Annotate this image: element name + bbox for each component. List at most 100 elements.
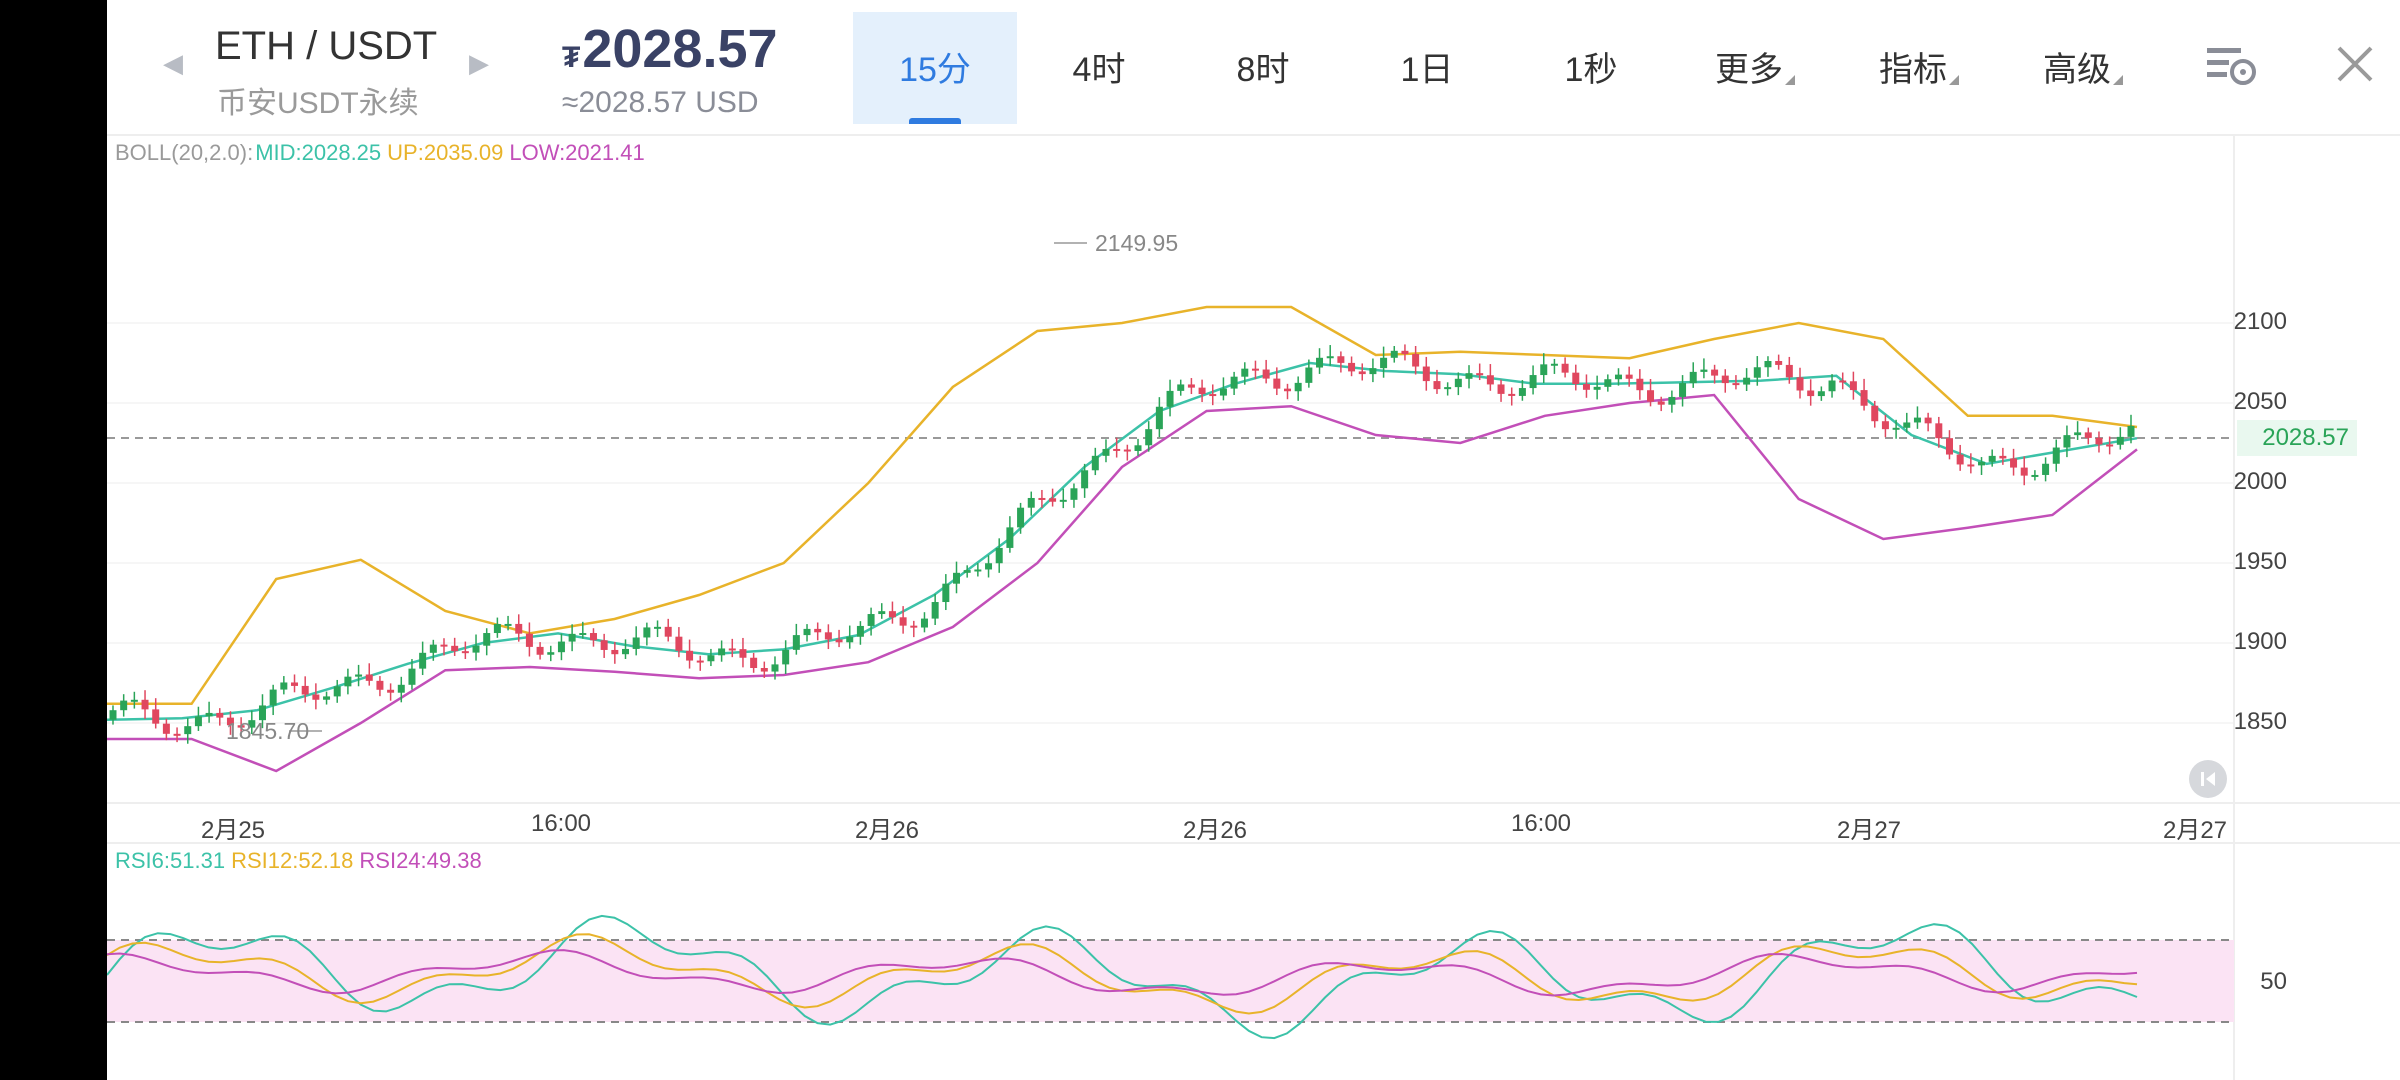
candle-body	[2020, 467, 2028, 476]
candle-body	[162, 723, 170, 734]
close-icon[interactable]	[2333, 42, 2377, 86]
candle-body	[1711, 369, 1719, 376]
candle-body	[376, 680, 384, 690]
candle-body	[1134, 445, 1142, 451]
candle-body	[1027, 497, 1035, 508]
candle-body	[718, 648, 726, 656]
candle-body	[2127, 426, 2135, 437]
candle-body	[1059, 499, 1067, 502]
candle-body	[675, 636, 683, 651]
tab-advanced[interactable]: 高级	[2001, 12, 2165, 124]
rsi12-label: RSI12:52.18	[231, 848, 354, 873]
candle-body	[248, 720, 256, 728]
kline-chart[interactable]: 2149.95 1845.70	[107, 0, 2400, 1080]
boll-low-line	[107, 393, 2138, 773]
boll-up: UP:2035.09	[387, 140, 504, 165]
candle-body	[1550, 363, 1558, 366]
chart-settings-icon[interactable]	[2205, 42, 2257, 88]
candle-body	[1508, 393, 1516, 396]
candle-body	[1668, 396, 1676, 405]
candle-body	[1775, 361, 1783, 365]
candle-body	[707, 655, 715, 662]
candle-body	[1518, 388, 1526, 396]
candle-body	[1294, 382, 1302, 392]
dropdown-indicator-icon	[1785, 75, 1795, 85]
candle-body	[280, 682, 288, 690]
candle-body	[184, 726, 192, 735]
candle-body	[216, 712, 224, 718]
tab-15m[interactable]: 15分	[853, 12, 1017, 124]
boll-name: BOLL(20,2.0):	[115, 140, 254, 165]
candle-body	[803, 628, 811, 636]
x-tick: 16:00	[1510, 810, 1572, 837]
candle-body	[1860, 390, 1868, 406]
y-tick-2000: 2000	[2233, 468, 2287, 495]
scroll-to-latest-button[interactable]	[2189, 760, 2227, 798]
candle-body	[120, 700, 128, 711]
x-tick: 2月27	[1836, 817, 1902, 844]
candle-body	[1999, 455, 2007, 459]
candle-body	[2095, 437, 2103, 445]
candle-body	[1732, 383, 1740, 386]
candle-body	[1262, 369, 1270, 379]
candle-body	[1903, 422, 1911, 428]
candle-body	[1572, 372, 1580, 385]
boll-mid: MID:2028.25	[255, 140, 382, 165]
candle-body	[1070, 488, 1078, 500]
rsi6-label: RSI6:51.31	[115, 848, 226, 873]
tab-1s[interactable]: 1秒	[1509, 12, 1673, 124]
candle-body	[344, 676, 352, 687]
candle-body	[1614, 374, 1622, 380]
candle-body	[536, 646, 544, 655]
tab-4h[interactable]: 4时	[1017, 12, 1181, 124]
candle-body	[1700, 369, 1708, 372]
candle-body	[237, 725, 245, 728]
candle-body	[2063, 435, 2071, 448]
candle-body	[1657, 401, 1665, 405]
candle-body	[408, 668, 416, 685]
prev-pair-arrow-icon[interactable]: ◀	[163, 48, 183, 78]
candle-body	[472, 645, 480, 653]
candle-body	[1241, 368, 1249, 377]
tab-more[interactable]: 更多	[1673, 12, 1837, 124]
candle-body	[1817, 391, 1825, 397]
rsi-lines	[107, 914, 2138, 1040]
tab-indicators[interactable]: 指标	[1837, 12, 2001, 124]
candle-body	[1283, 388, 1291, 392]
candle-body	[1625, 374, 1633, 379]
candle-body	[1988, 455, 1996, 462]
candle-body	[461, 651, 469, 654]
rsi-band	[107, 939, 2234, 1023]
candle-body	[589, 633, 597, 641]
candle-body	[557, 641, 565, 653]
grid	[107, 134, 2400, 1080]
candle-body	[1113, 448, 1121, 451]
active-tab-indicator	[909, 118, 961, 124]
pair-title[interactable]: ETH / USDT	[215, 24, 438, 68]
candle-body	[1647, 390, 1655, 402]
candle-body	[985, 563, 993, 570]
candle-body	[782, 649, 790, 665]
candle-body	[568, 633, 576, 642]
candle-body	[1561, 363, 1569, 373]
candle-body	[2116, 436, 2124, 445]
candle-body	[419, 652, 427, 669]
y-tick-1900: 1900	[2233, 628, 2287, 655]
tab-8h[interactable]: 8时	[1181, 12, 1345, 124]
price-value: 2028.57	[582, 19, 778, 79]
candle-body	[1796, 377, 1804, 391]
candle-body	[867, 614, 875, 626]
rewind-icon	[2201, 772, 2215, 786]
tab-label: 1秒	[1564, 51, 1618, 89]
candle-body	[931, 602, 939, 619]
candle-body	[1689, 371, 1697, 384]
next-pair-arrow-icon[interactable]: ▶	[469, 48, 489, 78]
candle-body	[397, 684, 405, 693]
low-marker-label: 1845.70	[226, 718, 309, 744]
candle-body	[2106, 444, 2114, 447]
candle-body	[1636, 378, 1644, 391]
candle-body	[1454, 378, 1462, 388]
candle-body	[1486, 375, 1494, 385]
candle-body	[974, 569, 982, 572]
tab-1d[interactable]: 1日	[1345, 12, 1509, 124]
